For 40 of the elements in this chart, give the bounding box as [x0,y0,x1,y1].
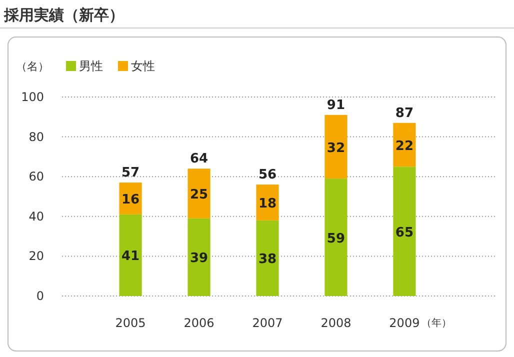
bar [393,122,416,167]
bar [324,114,348,179]
bar [393,166,416,296]
y-tick-label: 40 [28,209,44,224]
data-label: 25 [190,188,208,203]
x-axis-title: （年） [421,317,452,329]
data-label: 41 [121,249,140,264]
total-label: 57 [121,166,140,181]
x-tick-label: 2009 [389,316,420,330]
y-tick-label: 60 [28,170,44,184]
data-label: 22 [395,138,414,154]
legend-label: 男性 [79,59,103,73]
data-label: 18 [258,196,277,212]
bar [256,220,279,296]
bar [324,178,348,296]
x-tick-label: 2008 [320,316,352,330]
bar [119,214,142,296]
y-tick-label: 0 [36,289,44,303]
legend-label: 女性 [131,59,155,73]
chart-title: 採用実績（新卒） [3,6,124,24]
data-label: 16 [121,192,140,208]
data-label: 32 [326,140,346,156]
y-tick-label: 80 [28,130,44,144]
bar [188,218,210,296]
total-label: 87 [395,106,414,121]
bar [188,168,210,218]
x-tick-label: 2005 [115,316,146,330]
bar [256,184,279,220]
total-label: 64 [190,152,208,167]
data-label: 65 [395,225,414,240]
total-label: 91 [326,98,346,113]
y-tick-label: 20 [28,249,44,264]
y-tick-label: 100 [21,90,44,104]
data-label: 59 [326,231,346,246]
y-axis-title: （名） [16,60,49,73]
data-label: 39 [190,251,208,266]
data-label: 38 [258,252,277,268]
x-tick-label: 2006 [184,316,214,330]
total-label: 56 [258,168,277,183]
x-tick-label: 2007 [252,316,283,330]
